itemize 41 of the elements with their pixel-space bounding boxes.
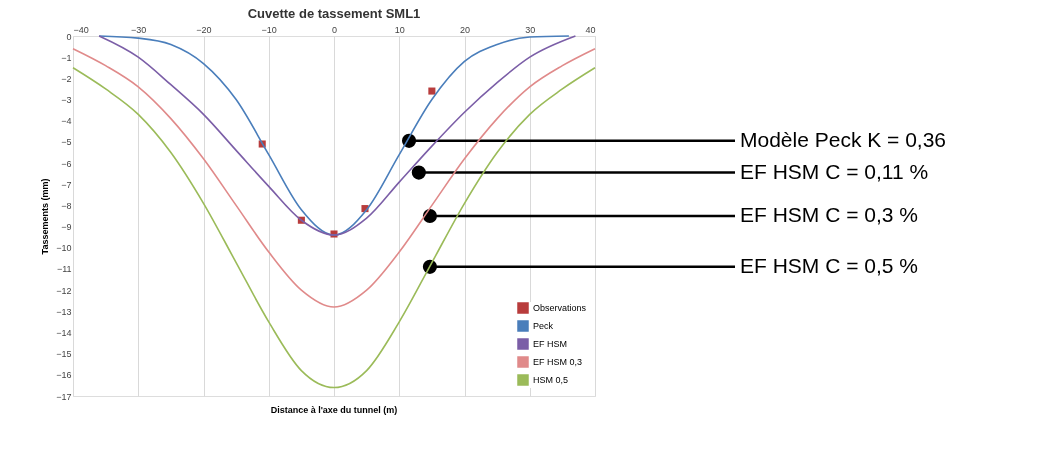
x-axis-title: Distance à l'axe du tunnel (m) (270, 405, 398, 415)
x-tick-label: 10 (394, 24, 405, 35)
y-tick-label: −14 (56, 327, 72, 338)
y-tick-label: −12 (56, 285, 72, 296)
annotation: EF HSM C = 0,5 % (740, 253, 918, 277)
y-axis-title: Tassements (mm) (40, 178, 51, 255)
y-tick-label: −8 (61, 200, 72, 211)
annotation: Modèle Peck K = 0,36 (740, 127, 947, 151)
legend-label: Observations (533, 303, 587, 313)
y-tick-label: −5 (61, 137, 72, 148)
x-tick-label: −10 (261, 24, 277, 35)
y-tick-label: −1 (61, 52, 72, 63)
annotation: EF HSM C = 0,3 % (740, 203, 918, 226)
y-tick-label: −13 (56, 306, 72, 317)
annotation: EF HSM C = 0,11 % (740, 159, 929, 183)
chart-title: Cuvette de tassement SML1 (247, 6, 421, 21)
legend-label: Peck (533, 321, 554, 331)
y-tick-label: −16 (56, 370, 72, 381)
x-tick-label: 20 (459, 24, 471, 35)
line-series (72, 66, 596, 389)
y-tick-label: −6 (61, 158, 72, 169)
y-tick-label: 0 (66, 31, 72, 42)
y-tick-label: −9 (61, 222, 72, 233)
x-tick-label: −40 (73, 24, 89, 35)
legend-label: EF HSM 0,3 (533, 357, 583, 367)
y-tick-label: −3 (61, 95, 72, 106)
y-tick-label: −2 (61, 73, 72, 84)
y-tick-label: −11 (56, 264, 72, 275)
y-tick-label: −4 (61, 116, 72, 127)
legend-label: EF HSM (533, 339, 568, 349)
x-tick-label: −30 (131, 24, 147, 35)
y-tick-label: −17 (56, 391, 72, 402)
point (428, 87, 436, 95)
x-tick-label: 0 (331, 24, 338, 35)
y-tick-label: −10 (56, 243, 72, 254)
x-tick-label: 40 (585, 24, 596, 35)
legend-label: HSM 0,5 (533, 375, 569, 385)
x-tick-label: 30 (525, 24, 536, 35)
y-tick-label: −15 (56, 349, 72, 360)
x-tick-label: −20 (196, 24, 212, 35)
y-tick-label: −7 (61, 179, 72, 190)
